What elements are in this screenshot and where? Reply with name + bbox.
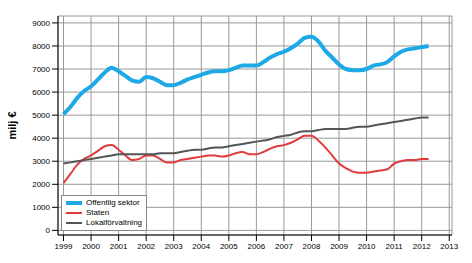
svg-text:2009: 2009 [330,242,348,251]
svg-text:1999: 1999 [55,242,73,251]
html-text:Staten: Staten [86,208,110,217]
svg-text:2004: 2004 [192,242,210,251]
svg-text:0: 0 [46,226,51,235]
svg-text:milj €: milj € [8,111,18,139]
svg-text:2007: 2007 [275,242,293,251]
svg-text:7000: 7000 [32,65,50,74]
svg-text:2000: 2000 [32,180,50,189]
svg-text:2003: 2003 [165,242,183,251]
svg-text:8000: 8000 [32,42,50,51]
svg-text:4000: 4000 [32,134,50,143]
svg-text:9000: 9000 [32,19,50,28]
svg-text:2000: 2000 [82,242,100,251]
svg-text:2011: 2011 [386,242,404,251]
svg-text:2006: 2006 [247,242,265,251]
svg-text:2002: 2002 [137,242,155,251]
svg-text:2012: 2012 [413,242,431,251]
html-text:Offentlig sektor: Offentlig sektor [86,198,140,207]
svg-text:3000: 3000 [32,157,50,166]
svg-text:2008: 2008 [303,242,321,251]
svg-text:1000: 1000 [32,203,50,212]
svg-text:2010: 2010 [358,242,376,251]
svg-text:2001: 2001 [110,242,128,251]
svg-text:2013: 2013 [440,242,458,251]
svg-text:6000: 6000 [32,88,50,97]
svg-text:5000: 5000 [32,111,50,120]
html-text:Lokalförvaltning: Lokalförvaltning [86,218,142,227]
svg-text:2005: 2005 [220,242,238,251]
